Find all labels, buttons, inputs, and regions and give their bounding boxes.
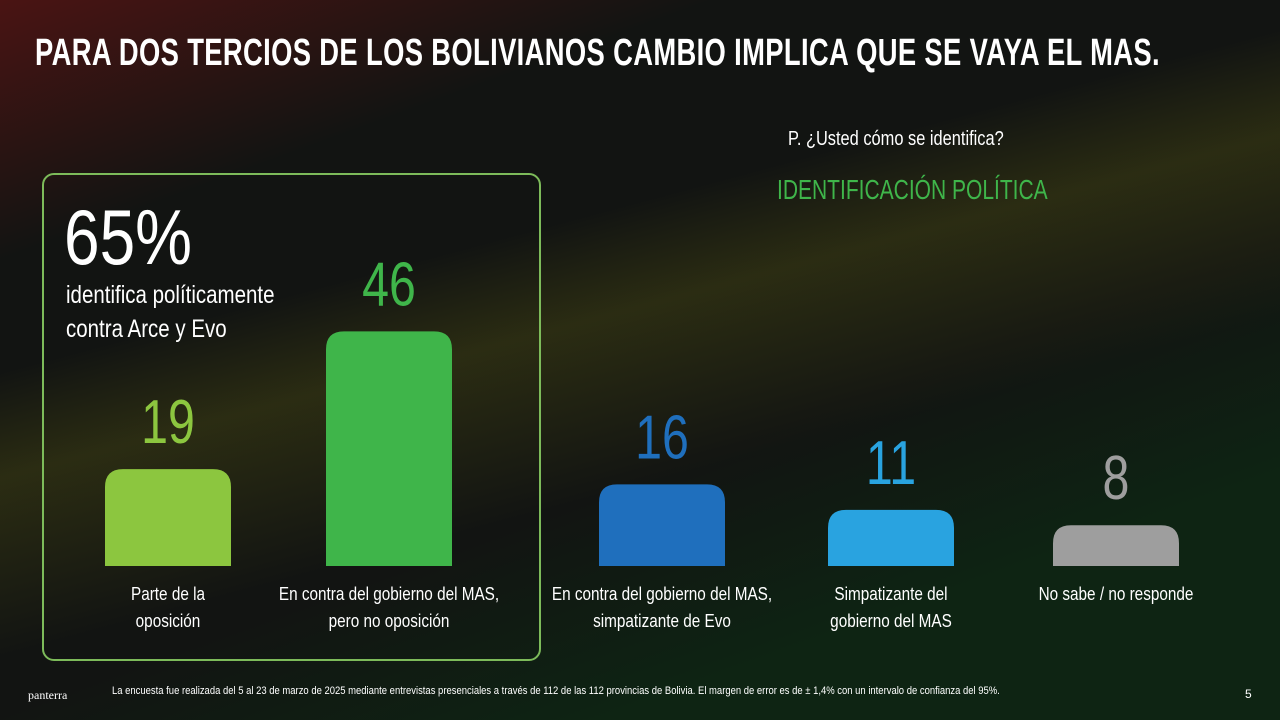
page-number: 5 xyxy=(1245,687,1252,701)
callout-figure: 65% xyxy=(64,193,193,281)
bar xyxy=(326,331,452,566)
chart-title: IDENTIFICACIÓN POLÍTICA xyxy=(777,174,1048,205)
footnote: La encuesta fue realizada del 5 al 23 de… xyxy=(112,685,1000,697)
category-label: En contra del gobierno del MAS, pero no … xyxy=(278,584,500,631)
bar xyxy=(1053,525,1179,566)
callout-box xyxy=(42,173,541,661)
category-label: Simpatizante del gobierno del MAS xyxy=(830,584,952,631)
bar xyxy=(599,484,725,566)
bar xyxy=(105,469,231,566)
category-label: En contra del gobierno del MAS, simpatiz… xyxy=(551,584,773,631)
bar xyxy=(828,509,954,566)
question: P. ¿Usted cómo se identifica? xyxy=(788,128,1004,150)
value-label: 46 xyxy=(362,250,416,319)
category-label: No sabe / no responde xyxy=(1038,584,1194,604)
value-label: 16 xyxy=(635,403,689,472)
value-label: 11 xyxy=(866,428,916,497)
value-label: 8 xyxy=(1103,443,1130,512)
value-label: 19 xyxy=(141,387,195,456)
title: PARA DOS TERCIOS DE LOS BOLIVIANOS CAMBI… xyxy=(35,32,1160,74)
brand: panterra xyxy=(28,688,68,702)
category-label: Parte de la oposición xyxy=(130,584,206,631)
callout-text: identifica políticamente contra Arce y E… xyxy=(66,281,275,343)
